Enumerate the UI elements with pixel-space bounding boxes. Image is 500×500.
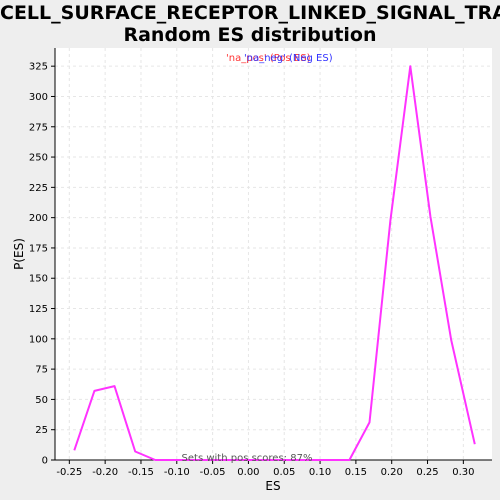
x-tick-label: -0.20 <box>92 467 118 478</box>
x-tick-label: 0.00 <box>237 467 259 478</box>
plot-area <box>55 48 492 460</box>
x-axis-ticks: -0.25 -0.20 -0.15 -0.10 -0.05 0.00 0.05 0.10 0.1… <box>56 460 474 478</box>
x-tick-label: 0.05 <box>273 467 295 478</box>
y-tick-label: 100 <box>29 334 48 345</box>
y-tick-label: 300 <box>29 92 48 103</box>
x-tick-label: 0.25 <box>416 467 438 478</box>
grid <box>55 48 492 461</box>
x-tick-label: 0.15 <box>345 467 367 478</box>
y-tick-label: 125 <box>29 304 48 315</box>
chart-title: CELL_SURFACE_RECEPTOR_LINKED_SIGNAL_TRAN… <box>0 2 500 46</box>
sets-annotation: Sets with pos scores: 87% <box>182 453 313 464</box>
x-tick-label: 0.10 <box>309 467 331 478</box>
y-tick-label: 25 <box>35 425 48 436</box>
x-tick-label: -0.05 <box>200 467 226 478</box>
y-tick-label: 275 <box>29 122 48 133</box>
legend: 'na_pos' (Pos ES) 'na_neg' (Neg ES) <box>226 53 333 64</box>
x-tick-label: 0.20 <box>381 467 403 478</box>
y-tick-label: 325 <box>29 62 48 73</box>
y-tick-label: 225 <box>29 183 48 194</box>
legend-entry-pos: 'na_pos' (Pos ES) <box>226 53 311 64</box>
y-tick-label: 150 <box>29 274 48 285</box>
legend-entry-neg: 'na_neg' (Neg ES) <box>244 53 333 64</box>
y-tick-label: 0 <box>42 456 48 467</box>
series-line <box>73 65 476 461</box>
series-layer <box>73 65 476 461</box>
y-tick-label: 250 <box>29 153 48 164</box>
y-axis-label: P(ES) <box>12 238 26 270</box>
x-tick-label: -0.10 <box>164 467 190 478</box>
x-tick-label: 0.30 <box>452 467 474 478</box>
x-tick-label: -0.25 <box>56 467 82 478</box>
y-tick-label: 75 <box>35 365 48 376</box>
x-axis-label: ES <box>265 479 280 493</box>
y-axis-ticks: 0 25 50 75 100 125 150 175 200 225 250 275 300 325 <box>29 62 55 467</box>
y-tick-label: 200 <box>29 213 48 224</box>
y-tick-label: 175 <box>29 243 48 254</box>
x-tick-label: -0.15 <box>128 467 154 478</box>
y-tick-label: 50 <box>35 395 48 406</box>
